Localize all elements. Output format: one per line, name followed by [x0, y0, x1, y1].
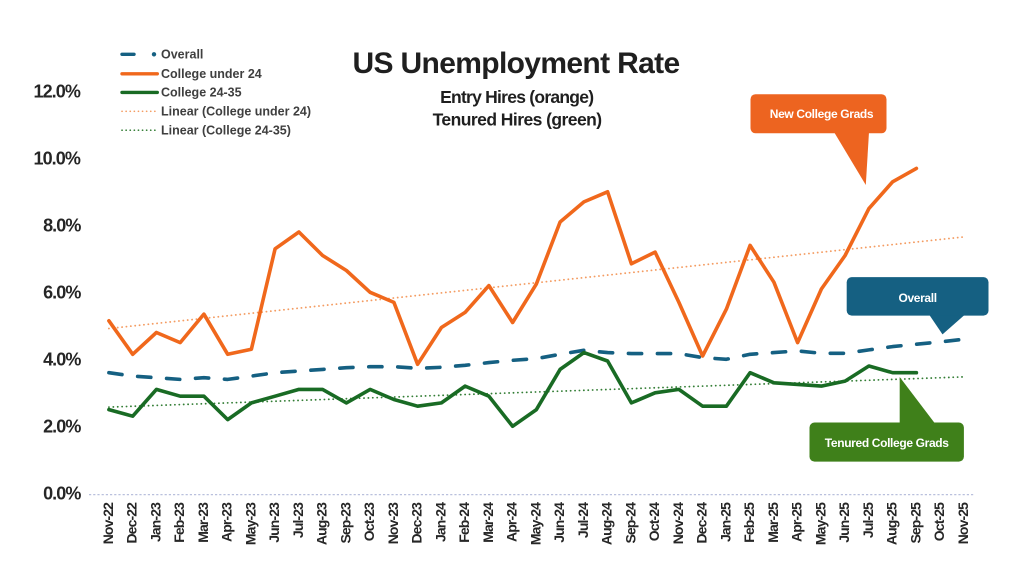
svg-text:May-23: May-23: [242, 502, 258, 545]
svg-text:Jul-25: Jul-25: [860, 502, 876, 538]
svg-text:Dec-24: Dec-24: [694, 502, 710, 544]
svg-text:Oct-25: Oct-25: [931, 502, 947, 541]
svg-text:2.0%: 2.0%: [43, 417, 81, 437]
svg-text:Dec-22: Dec-22: [124, 502, 140, 544]
svg-text:6.0%: 6.0%: [43, 283, 81, 303]
svg-text:Jul-24: Jul-24: [575, 502, 591, 538]
svg-text:Aug-24: Aug-24: [599, 502, 615, 545]
svg-text:Jun-23: Jun-23: [266, 502, 282, 543]
svg-text:Linear (College 24-35): Linear (College 24-35): [161, 123, 291, 137]
svg-text:Apr-24: Apr-24: [504, 502, 520, 542]
svg-text:College under 24: College under 24: [161, 67, 262, 81]
svg-text:Jan-24: Jan-24: [432, 502, 448, 542]
svg-text:May-25: May-25: [812, 502, 828, 545]
svg-text:Jun-24: Jun-24: [551, 502, 567, 543]
svg-text:0.0%: 0.0%: [43, 484, 81, 504]
svg-text:Jan-25: Jan-25: [717, 502, 733, 542]
svg-text:Nov-24: Nov-24: [670, 502, 686, 544]
svg-text:Aug-25: Aug-25: [884, 502, 900, 545]
svg-text:Apr-23: Apr-23: [219, 502, 235, 542]
svg-text:Nov-25: Nov-25: [955, 502, 971, 544]
svg-text:Tenured Hires (green): Tenured Hires (green): [433, 109, 602, 129]
svg-text:Sep-23: Sep-23: [337, 502, 353, 544]
svg-text:US Unemployment Rate: US Unemployment Rate: [352, 47, 679, 80]
svg-text:Nov-23: Nov-23: [385, 502, 401, 544]
svg-text:Feb-24: Feb-24: [456, 502, 472, 543]
svg-text:Dec-23: Dec-23: [409, 502, 425, 544]
svg-text:12.0%: 12.0%: [33, 82, 80, 102]
svg-text:Jan-23: Jan-23: [147, 502, 163, 542]
svg-text:Apr-25: Apr-25: [789, 502, 805, 542]
svg-text:Feb-25: Feb-25: [741, 502, 757, 543]
svg-text:Entry Hires (orange): Entry Hires (orange): [440, 87, 593, 107]
svg-text:4.0%: 4.0%: [43, 350, 81, 370]
svg-text:Overall: Overall: [161, 48, 203, 62]
svg-text:May-24: May-24: [527, 502, 543, 545]
svg-text:Jul-23: Jul-23: [290, 502, 306, 538]
svg-text:Aug-23: Aug-23: [314, 502, 330, 545]
svg-text:Mar-24: Mar-24: [480, 502, 496, 543]
svg-text:Oct-24: Oct-24: [646, 502, 662, 541]
svg-text:Tenured College Grads: Tenured College Grads: [825, 436, 949, 450]
svg-text:Oct-23: Oct-23: [361, 502, 377, 541]
svg-text:Sep-24: Sep-24: [622, 502, 638, 544]
svg-text:Jun-25: Jun-25: [836, 502, 852, 543]
svg-text:Overall: Overall: [898, 291, 936, 305]
svg-text:Sep-25: Sep-25: [907, 502, 923, 544]
svg-text:Feb-23: Feb-23: [171, 502, 187, 543]
svg-text:10.0%: 10.0%: [33, 149, 80, 169]
svg-text:8.0%: 8.0%: [43, 216, 81, 236]
svg-text:Mar-23: Mar-23: [195, 502, 211, 543]
svg-text:Nov-22: Nov-22: [100, 502, 116, 544]
svg-text:Mar-25: Mar-25: [765, 502, 781, 543]
svg-text:New College Grads: New College Grads: [770, 107, 874, 121]
svg-text:Linear (College under 24): Linear (College under 24): [161, 105, 311, 119]
svg-text:College 24-35: College 24-35: [161, 86, 242, 100]
